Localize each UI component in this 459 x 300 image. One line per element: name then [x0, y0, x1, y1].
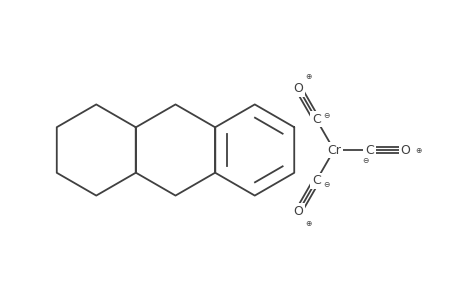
Text: ⊕: ⊕	[304, 72, 311, 81]
Text: ⊖: ⊖	[322, 180, 329, 189]
Text: Cr: Cr	[326, 143, 340, 157]
Text: C: C	[311, 112, 320, 126]
Text: ⊖: ⊖	[322, 111, 329, 120]
Text: O: O	[293, 82, 302, 95]
Text: ⊕: ⊕	[414, 146, 420, 154]
Text: C: C	[311, 174, 320, 188]
Text: ⊖: ⊖	[362, 156, 368, 165]
Text: O: O	[399, 143, 409, 157]
Text: O: O	[293, 205, 302, 218]
Text: ⊕: ⊕	[304, 219, 311, 228]
Text: C: C	[364, 143, 373, 157]
